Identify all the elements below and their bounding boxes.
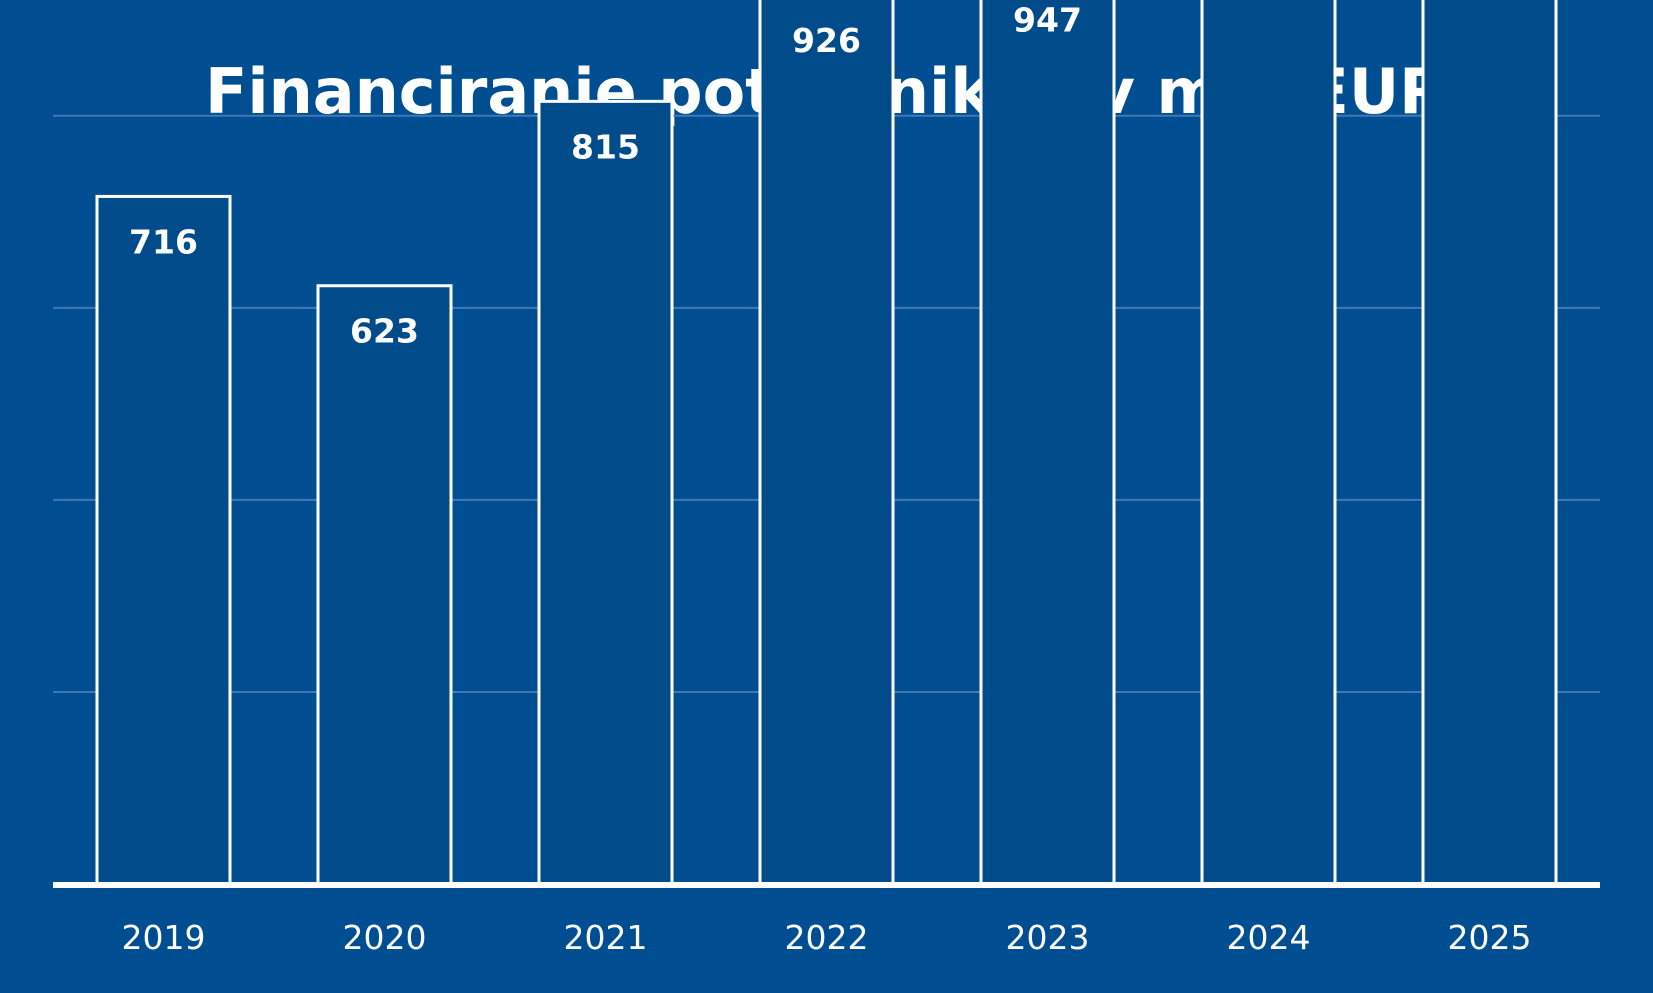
bar-2023 <box>979 0 1116 886</box>
tick-label-2024: 2024 <box>1227 918 1311 957</box>
tick-label-2021: 2021 <box>564 918 648 957</box>
tick-label-2020: 2020 <box>343 918 427 957</box>
tick-label-2022: 2022 <box>785 918 869 957</box>
bar-2021 <box>537 99 674 886</box>
bar-2022 <box>758 0 895 886</box>
x-tick-labels: 2019 2020 2021 2022 2023 2024 2025 <box>122 918 1532 957</box>
bar-2024 <box>1200 0 1337 886</box>
value-labels: 71662381592694710081.023 <box>129 1 1082 351</box>
bar-2020 <box>316 284 453 886</box>
value-label-2020: 623 <box>350 312 419 351</box>
tick-label-2025: 2025 <box>1448 918 1532 957</box>
tick-label-2023: 2023 <box>1006 918 1090 957</box>
value-label-2021: 815 <box>571 127 640 166</box>
bar-2025 <box>1421 0 1558 886</box>
value-label-2019: 716 <box>129 222 198 261</box>
bar-2019 <box>95 194 232 886</box>
tick-label-2019: 2019 <box>122 918 206 957</box>
bars <box>95 0 1558 886</box>
value-label-2023: 947 <box>1013 1 1082 40</box>
value-label-2022: 926 <box>792 21 861 60</box>
